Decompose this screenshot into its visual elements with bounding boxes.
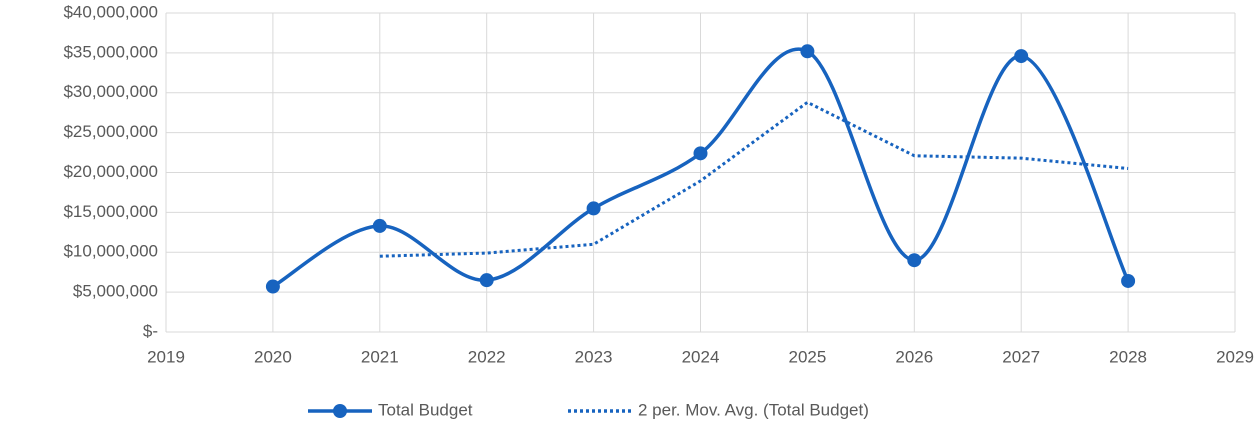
data-point (479, 273, 494, 288)
legend-marker (333, 404, 347, 418)
y-tick-label: $20,000,000 (63, 162, 158, 181)
data-point (800, 44, 815, 59)
x-tick-label: 2021 (361, 347, 399, 366)
x-tick-label: 2025 (788, 347, 826, 366)
series-line (272, 47, 1130, 289)
x-tick-label: 2023 (575, 347, 613, 366)
data-point (265, 279, 280, 294)
x-tick-label: 2024 (682, 347, 720, 366)
data-point (693, 146, 708, 161)
x-tick-label: 2020 (254, 347, 292, 366)
data-point (372, 218, 387, 233)
y-tick-label: $- (143, 321, 158, 340)
x-tick-label: 2029 (1216, 347, 1254, 366)
x-tick-label: 2028 (1109, 347, 1147, 366)
series-line (379, 100, 1129, 258)
legend-label: 2 per. Mov. Avg. (Total Budget) (638, 400, 869, 419)
x-tick-label: 2027 (1002, 347, 1040, 366)
y-tick-label: $30,000,000 (63, 82, 158, 101)
y-tick-label: $25,000,000 (63, 122, 158, 141)
y-tick-label: $35,000,000 (63, 42, 158, 61)
x-tick-label: 2022 (468, 347, 506, 366)
y-tick-label: $5,000,000 (73, 282, 158, 301)
x-tick-label: 2019 (147, 347, 185, 366)
x-tick-label: 2026 (895, 347, 933, 366)
legend-label: Total Budget (378, 400, 473, 419)
data-point (907, 253, 922, 268)
data-point (1121, 273, 1136, 288)
y-tick-label: $10,000,000 (63, 242, 158, 261)
y-tick-label: $40,000,000 (63, 2, 158, 21)
data-point (586, 201, 601, 216)
data-point (1014, 49, 1029, 64)
y-tick-label: $15,000,000 (63, 202, 158, 221)
